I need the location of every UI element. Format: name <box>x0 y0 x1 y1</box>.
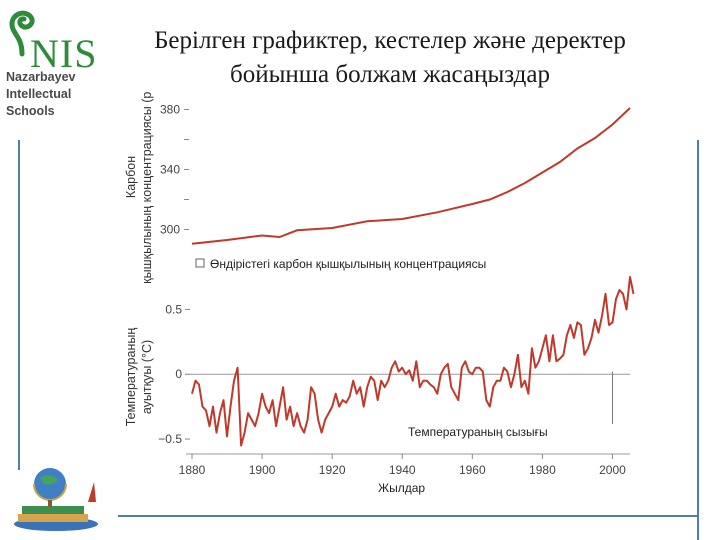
nis-logo: NIS Nazarbayev Intellectual Schools <box>0 0 97 128</box>
temp-y-tick-label: −0.5 <box>158 432 182 446</box>
co2-ylabel-line2: қышқылының концентрациясы (ppm) <box>140 92 154 284</box>
temperature-series-label: Температураның сызығы <box>408 425 548 439</box>
nis-logo-swirl-icon <box>9 10 35 57</box>
logo-text-line3: Schools <box>6 104 55 118</box>
x-tick-label: 1880 <box>179 463 206 477</box>
frame-left-line <box>18 140 20 470</box>
x-tick-label: 2000 <box>599 463 626 477</box>
temp-ylabel-line1: Температураның <box>124 328 138 427</box>
slide-title: Берілген графиктер, кестелер және дерект… <box>100 24 680 92</box>
x-tick-label: 1980 <box>529 463 556 477</box>
logo-text-line1: Nazarbayev <box>6 70 76 84</box>
frame-right-line <box>697 140 699 540</box>
co2-y-tick-label: 300 <box>160 223 180 237</box>
logo-text-line2: Intellectual <box>6 87 72 101</box>
x-tick-label: 1920 <box>319 463 346 477</box>
temp-y-tick-label: 0 <box>175 367 182 381</box>
temperature-line <box>191 276 635 447</box>
x-tick-label: 1940 <box>389 463 416 477</box>
co2-legend-marker <box>195 258 205 268</box>
temp-ylabel-line2: ауытқуы (°C) <box>140 340 154 414</box>
co2-ylabel-line1: Карбон <box>124 156 138 198</box>
slide-title-line2: бойынша болжам жасаңыздар <box>230 61 550 88</box>
slide-title-line1: Берілген графиктер, кестелер және дерект… <box>154 27 626 54</box>
co2-line <box>191 107 631 245</box>
co2-chart: Карбон қышқылының концентрациясы (ppm) 3… <box>124 92 631 284</box>
x-tick-label: 1900 <box>249 463 276 477</box>
co2-legend-label: Өндірістегі карбон қышқылының концентрац… <box>210 257 486 271</box>
temp-y-tick-label: 0.5 <box>165 302 182 316</box>
temperature-chart: Температураның ауытқуы (°C) 0.5 0 −0.5 Тем… <box>124 276 635 495</box>
globe-books-icon <box>14 468 98 531</box>
x-tick-label: 1960 <box>459 463 486 477</box>
charts-svg: Карбон қышқылының концентрациясы (ppm) 3… <box>124 92 635 495</box>
x-axis-label: Жылдар <box>378 481 425 495</box>
co2-y-tick-label: 340 <box>160 163 180 177</box>
frame-bottom-line <box>118 515 698 517</box>
nis-logo-mark: NIS <box>30 31 98 76</box>
co2-y-tick-label: 380 <box>160 103 180 117</box>
